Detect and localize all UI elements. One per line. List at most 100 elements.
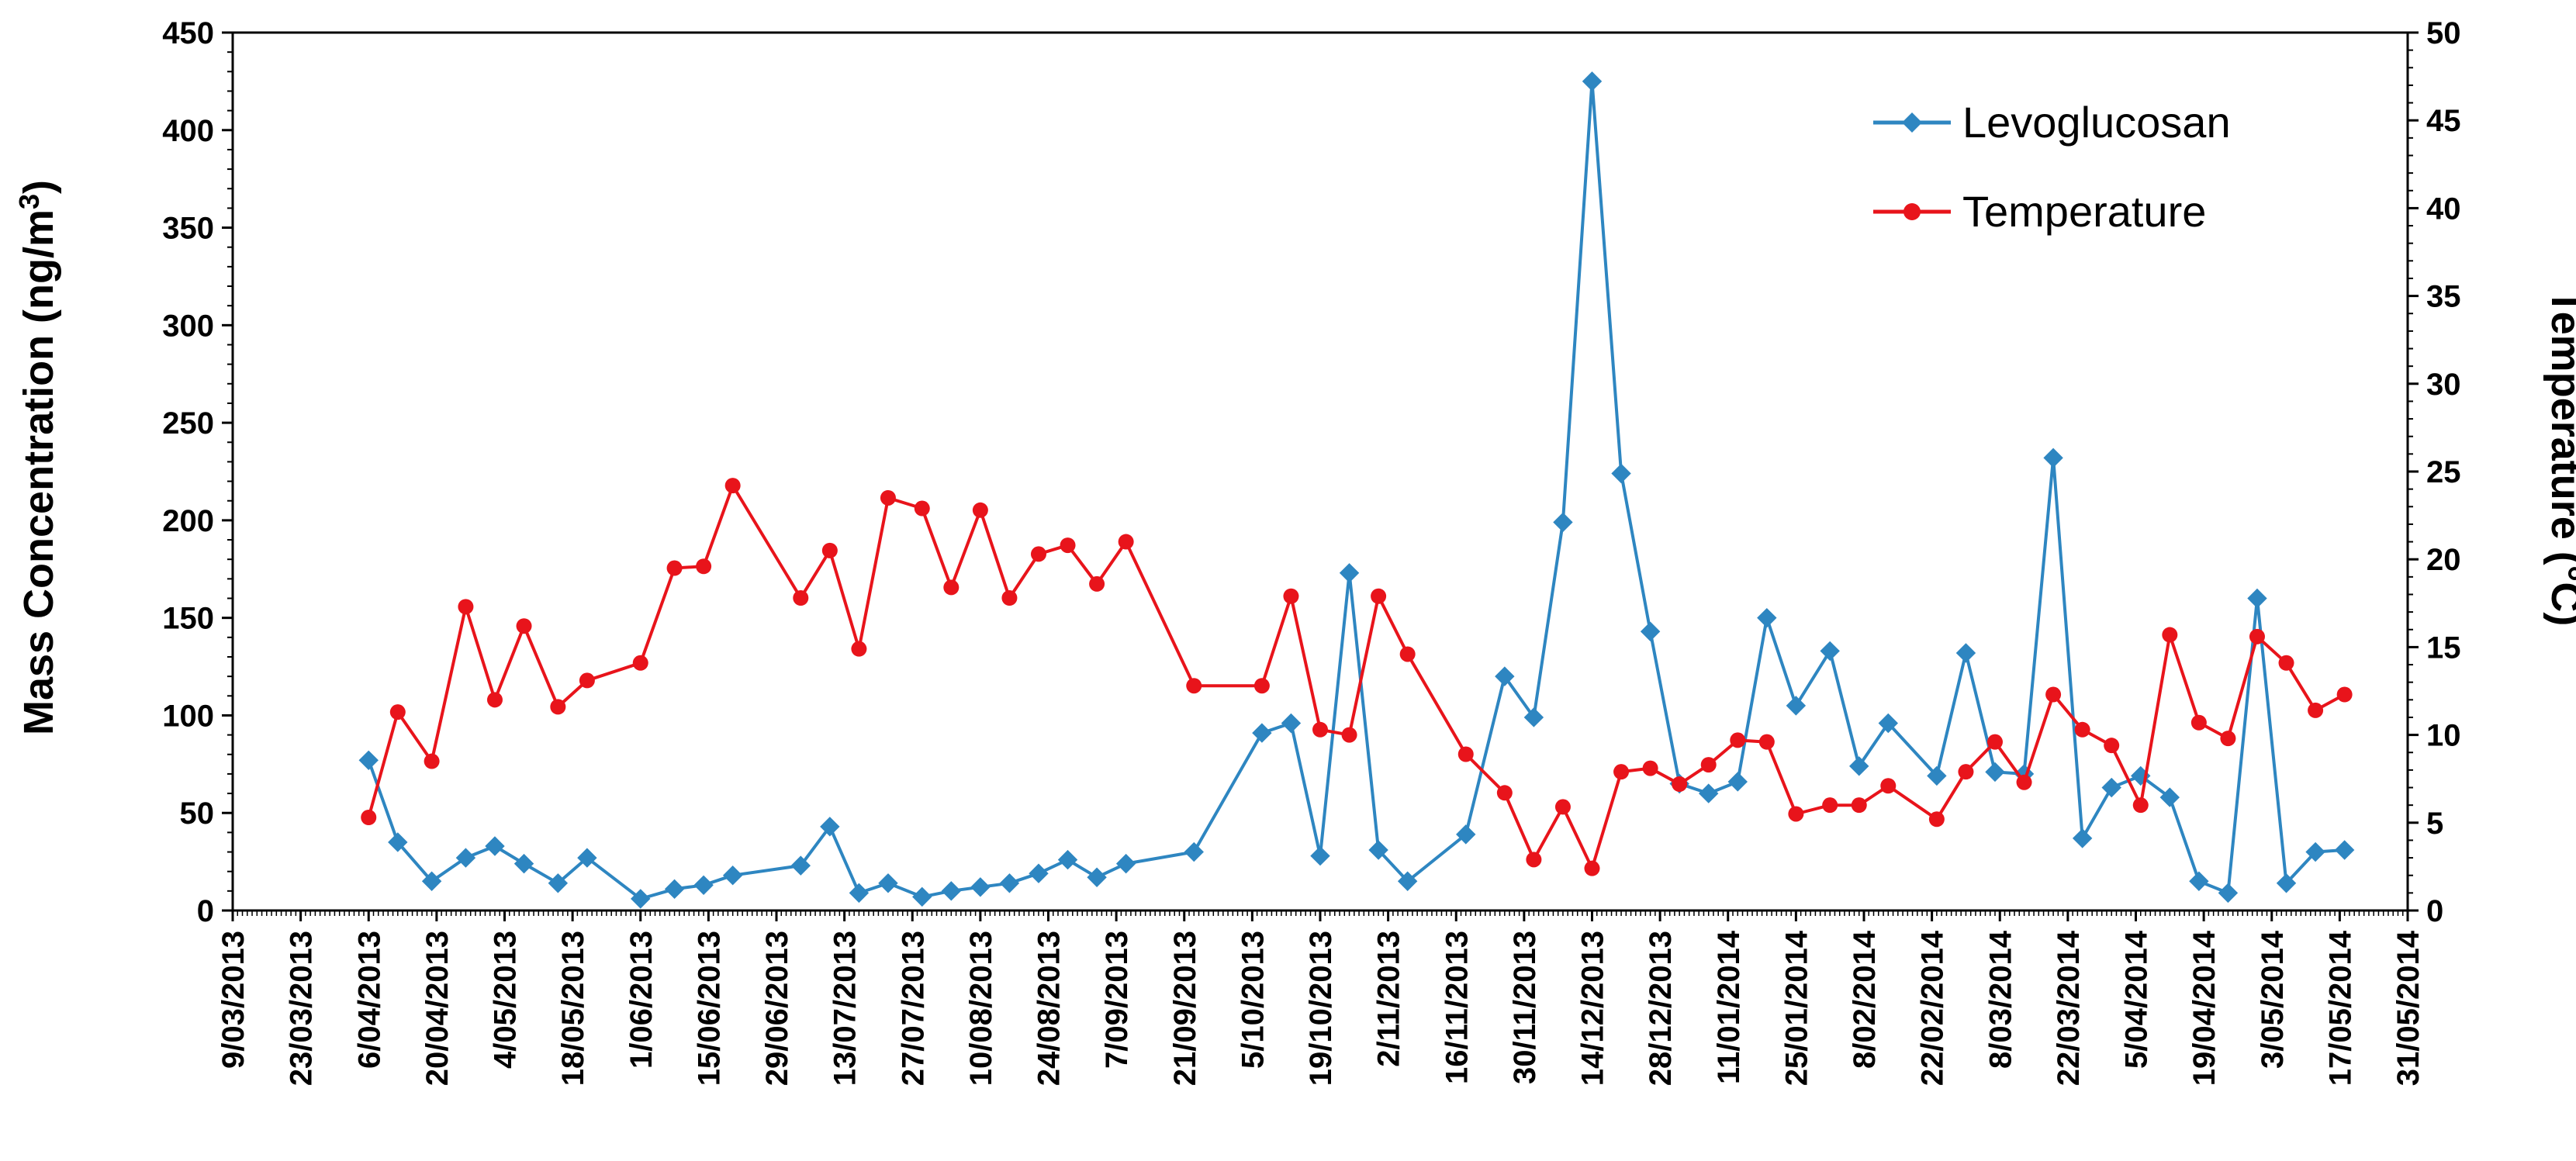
temperature-point <box>793 590 809 606</box>
temperature-point <box>1730 732 1746 748</box>
levoglucosan-point <box>1985 762 2005 783</box>
levoglucosan-point <box>693 875 714 896</box>
x-tick-label: 18/05/2013 <box>556 931 590 1086</box>
levoglucosan-point <box>1184 841 1204 862</box>
temperature-point <box>1584 860 1600 876</box>
levoglucosan-point <box>1699 783 1719 803</box>
temperature-point <box>1880 778 1897 794</box>
temperature-point <box>1788 806 1804 822</box>
temperature-point <box>1928 811 1945 828</box>
temperature-point <box>2278 655 2294 671</box>
temperature-point <box>666 560 683 576</box>
x-axis: 9/03/2013 23/03/2013 6/04/2013 20/04/2013 4/… <box>216 910 2426 1086</box>
right-tick-label: 25 <box>2426 455 2461 489</box>
x-tick-label: 28/12/2013 <box>1644 931 1678 1086</box>
temperature-point <box>1312 721 1328 738</box>
temperature-point <box>486 692 503 708</box>
levoglucosan-point <box>999 873 1020 893</box>
levoglucosan-point <box>1252 723 1272 743</box>
temperature-point <box>1642 760 1658 776</box>
levoglucosan-point <box>1310 845 1330 866</box>
x-tick-label: 13/07/2013 <box>828 931 863 1086</box>
temperature-point <box>1496 785 1513 801</box>
levoglucosan-point <box>2101 777 2121 798</box>
temperature-point <box>2190 714 2207 731</box>
levoglucosan-point <box>2276 873 2297 893</box>
temperature-point <box>1700 757 1717 773</box>
temperature-point <box>1986 734 2003 750</box>
temperature-point <box>1283 588 1299 604</box>
levoglucosan-point <box>790 855 811 876</box>
left-tick-label: 0 <box>197 894 214 928</box>
x-tick-label: 19/10/2013 <box>1304 931 1338 1086</box>
legend-label: Levoglucosan <box>1962 98 2231 147</box>
x-tick-label: 8/03/2014 <box>1983 930 2018 1069</box>
levoglucosan-point <box>1849 756 1869 776</box>
temperature-point <box>972 502 988 518</box>
temperature-point <box>1186 678 1202 694</box>
x-tick-label: 2/11/2013 <box>1372 931 1406 1067</box>
levoglucosan-point <box>1878 713 1899 734</box>
right-tick-label: 50 <box>2426 16 2461 50</box>
levoglucosan-point <box>1456 824 1476 845</box>
x-tick-label: 16/11/2013 <box>1440 931 1474 1084</box>
left-tick-label: 250 <box>162 406 214 441</box>
right-tick-label: 30 <box>2426 368 2461 402</box>
levoglucosan-point <box>2072 828 2093 848</box>
levoglucosan-point <box>970 877 991 897</box>
x-tick-label: 22/02/2014 <box>1916 930 1950 1086</box>
x-tick-label: 4/05/2013 <box>489 931 523 1069</box>
temperature-point <box>1613 764 1630 780</box>
right-tick-label: 10 <box>2426 719 2461 753</box>
temperature-point <box>1758 734 1775 750</box>
temperature-point <box>1089 575 1105 592</box>
x-tick-label: 25/01/2014 <box>1779 930 1814 1086</box>
right-y-axis: 0 5 10 15 20 25 30 35 40 45 50 <box>2408 16 2461 928</box>
temperature-point <box>1060 537 1076 554</box>
temperature-point <box>1822 797 1838 814</box>
right-tick-label: 20 <box>2426 543 2461 577</box>
levoglucosan-point <box>1757 607 1777 628</box>
levoglucosan-point <box>388 832 408 852</box>
temperature-point <box>724 478 741 494</box>
legend: Levoglucosan Temperature <box>1873 98 2231 236</box>
levoglucosan-point <box>1057 849 1078 870</box>
temperature-point <box>424 753 440 769</box>
levoglucosan-point <box>2189 871 2209 891</box>
temperature-point <box>943 579 960 596</box>
temperature-point <box>2016 774 2032 790</box>
temperature-point <box>2104 738 2120 754</box>
x-tick-label: 11/01/2014 <box>1712 930 1746 1084</box>
temperature-point <box>550 699 566 715</box>
temperature-point <box>1851 797 1867 814</box>
temperature-series <box>361 478 2353 876</box>
x-tick-label: 23/03/2013 <box>285 931 319 1086</box>
series-layer <box>358 71 2355 909</box>
temperature-point <box>1030 546 1046 562</box>
left-y-axis: 0 50 100 150 200 250 300 350 400 450 <box>162 16 233 928</box>
levoglucosan-point <box>631 889 651 909</box>
x-tick-label: 7/09/2013 <box>1100 931 1134 1069</box>
levoglucosan-series <box>358 71 2355 909</box>
x-tick-label: 9/03/2013 <box>216 931 251 1069</box>
temperature-point <box>579 672 595 689</box>
x-tick-label: 27/07/2013 <box>896 931 930 1086</box>
x-tick-label: 6/04/2013 <box>352 931 386 1069</box>
temperature-point <box>1399 646 1416 662</box>
temperature-point <box>2132 797 2149 814</box>
temperature-point <box>1001 590 1018 606</box>
levoglucosan-point <box>1582 71 1603 92</box>
right-axis-title: Temperature (°C) <box>2543 289 2576 627</box>
levoglucosan-point <box>941 881 962 901</box>
levoglucosan-point <box>577 848 597 868</box>
levoglucosan-point <box>1368 840 1388 860</box>
left-tick-label: 100 <box>162 699 214 733</box>
levoglucosan-point <box>485 836 505 856</box>
levoglucosan-point <box>1786 696 1807 716</box>
levoglucosan-point <box>2247 588 2267 609</box>
x-tick-label: 30/11/2013 <box>1508 931 1542 1084</box>
temperature-point <box>2249 628 2265 644</box>
legend-swatch-marker <box>1903 203 1921 220</box>
temperature-point <box>2074 721 2090 738</box>
